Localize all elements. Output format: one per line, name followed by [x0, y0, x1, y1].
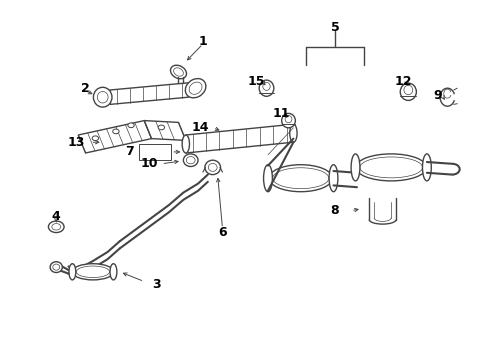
Text: 9: 9 [432, 89, 441, 102]
FancyBboxPatch shape [139, 144, 171, 160]
Ellipse shape [97, 91, 108, 103]
Ellipse shape [285, 116, 291, 123]
Text: 10: 10 [140, 157, 158, 170]
Ellipse shape [186, 157, 195, 164]
Polygon shape [110, 83, 188, 104]
Ellipse shape [185, 78, 205, 98]
Text: 14: 14 [191, 121, 209, 134]
Ellipse shape [170, 65, 186, 79]
Ellipse shape [422, 154, 430, 181]
Ellipse shape [359, 157, 422, 178]
Text: 1: 1 [198, 35, 207, 48]
Text: 2: 2 [81, 82, 90, 95]
Text: 11: 11 [272, 107, 289, 120]
Ellipse shape [127, 123, 134, 128]
Text: 6: 6 [218, 226, 226, 239]
Text: 13: 13 [67, 136, 84, 149]
Ellipse shape [399, 83, 415, 100]
Ellipse shape [93, 87, 112, 107]
Ellipse shape [189, 82, 202, 94]
Text: 3: 3 [152, 278, 161, 291]
Ellipse shape [289, 124, 297, 142]
Ellipse shape [204, 160, 220, 175]
Text: 12: 12 [394, 75, 411, 87]
Ellipse shape [72, 264, 113, 280]
Ellipse shape [183, 154, 198, 166]
Ellipse shape [263, 165, 272, 192]
Ellipse shape [53, 264, 60, 270]
Ellipse shape [272, 168, 328, 189]
Ellipse shape [182, 135, 189, 153]
Ellipse shape [355, 154, 426, 181]
Ellipse shape [328, 165, 337, 192]
Ellipse shape [110, 264, 117, 280]
Polygon shape [185, 124, 293, 153]
Text: 7: 7 [125, 145, 134, 158]
Ellipse shape [263, 82, 270, 90]
Ellipse shape [52, 224, 61, 230]
Text: 15: 15 [247, 75, 265, 87]
Ellipse shape [69, 264, 76, 280]
Ellipse shape [208, 163, 217, 171]
Ellipse shape [259, 80, 273, 96]
Ellipse shape [112, 129, 119, 134]
Polygon shape [144, 121, 185, 140]
Ellipse shape [350, 154, 359, 181]
Ellipse shape [50, 262, 62, 273]
Ellipse shape [158, 125, 164, 130]
Ellipse shape [76, 266, 109, 278]
Ellipse shape [403, 85, 412, 95]
Text: 4: 4 [52, 210, 61, 222]
Ellipse shape [281, 113, 295, 128]
Polygon shape [78, 121, 151, 153]
Text: 8: 8 [330, 204, 339, 217]
Ellipse shape [92, 136, 98, 141]
Ellipse shape [48, 221, 64, 233]
Ellipse shape [173, 68, 183, 76]
Text: 5: 5 [330, 21, 339, 33]
Ellipse shape [268, 165, 332, 192]
